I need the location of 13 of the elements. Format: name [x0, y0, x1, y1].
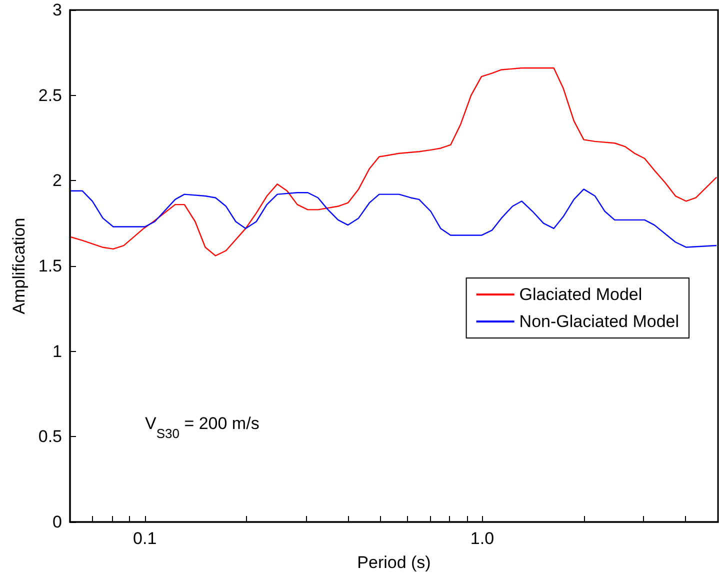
legend-label: Glaciated Model	[519, 285, 642, 304]
legend-label: Non-Glaciated Model	[519, 312, 680, 331]
y-axis-title: Amplification	[9, 218, 28, 314]
y-tick-label: 0	[52, 512, 62, 532]
x-tick-label: 0.1	[133, 529, 157, 548]
x-tick-label: 1.0	[470, 529, 494, 548]
y-tick-label: 1	[52, 342, 62, 361]
x-axis-title: Period (s)	[357, 553, 431, 572]
y-tick-label: 2	[52, 171, 62, 190]
y-tick-label: 3	[52, 0, 62, 20]
y-tick-label: 2.5	[38, 86, 62, 105]
y-tick-label: 0.5	[38, 427, 62, 446]
y-tick-label: 1.5	[38, 256, 62, 276]
